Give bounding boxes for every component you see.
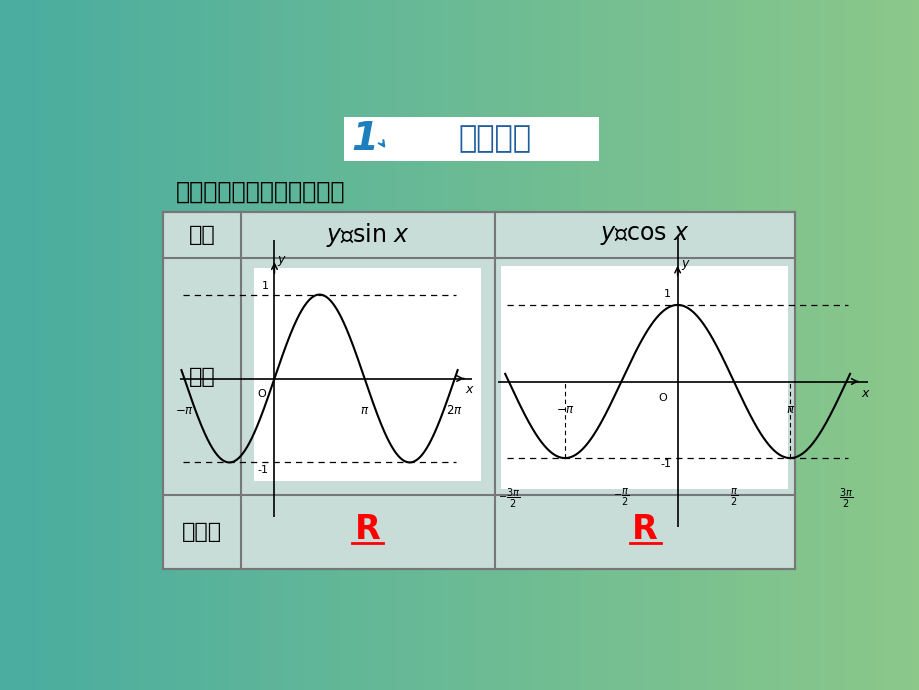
Text: 定义域: 定义域 xyxy=(182,522,221,542)
Text: y: y xyxy=(680,257,687,270)
Text: R: R xyxy=(631,513,657,546)
Text: $\pi$: $\pi$ xyxy=(359,404,369,417)
Text: -1: -1 xyxy=(660,460,671,469)
Text: O: O xyxy=(257,389,267,399)
Text: y: y xyxy=(277,253,284,266)
Text: x: x xyxy=(465,383,472,396)
FancyBboxPatch shape xyxy=(344,117,598,161)
Text: $\pi$: $\pi$ xyxy=(785,403,794,416)
Text: 教材梳理: 教材梳理 xyxy=(458,124,530,153)
FancyBboxPatch shape xyxy=(255,268,481,481)
FancyBboxPatch shape xyxy=(501,266,787,489)
Text: 正、余弦函数的图象与性质: 正、余弦函数的图象与性质 xyxy=(176,180,345,204)
Text: 1: 1 xyxy=(351,120,379,158)
Text: 函数: 函数 xyxy=(188,225,215,245)
Text: $-\pi$: $-\pi$ xyxy=(175,404,194,417)
Text: $\dfrac{\pi}{2}$: $\dfrac{\pi}{2}$ xyxy=(729,487,737,509)
Text: $\dfrac{3\pi}{2}$: $\dfrac{3\pi}{2}$ xyxy=(838,487,853,510)
Text: R: R xyxy=(355,513,380,546)
Text: $-\pi$: $-\pi$ xyxy=(555,403,574,416)
Text: x: x xyxy=(860,387,868,400)
Text: 1: 1 xyxy=(262,281,269,290)
Text: $y$＝sin $x$: $y$＝sin $x$ xyxy=(325,221,409,249)
Text: 图象: 图象 xyxy=(188,366,215,386)
Text: $y$＝cos $x$: $y$＝cos $x$ xyxy=(599,224,689,247)
Text: $2\pi$: $2\pi$ xyxy=(446,404,462,417)
Text: -1: -1 xyxy=(257,465,267,475)
Text: 1: 1 xyxy=(664,289,671,299)
Text: $-\dfrac{3\pi}{2}$: $-\dfrac{3\pi}{2}$ xyxy=(497,487,519,510)
Text: $-\dfrac{\pi}{2}$: $-\dfrac{\pi}{2}$ xyxy=(612,487,629,509)
FancyBboxPatch shape xyxy=(163,212,795,569)
Text: O: O xyxy=(657,393,666,403)
